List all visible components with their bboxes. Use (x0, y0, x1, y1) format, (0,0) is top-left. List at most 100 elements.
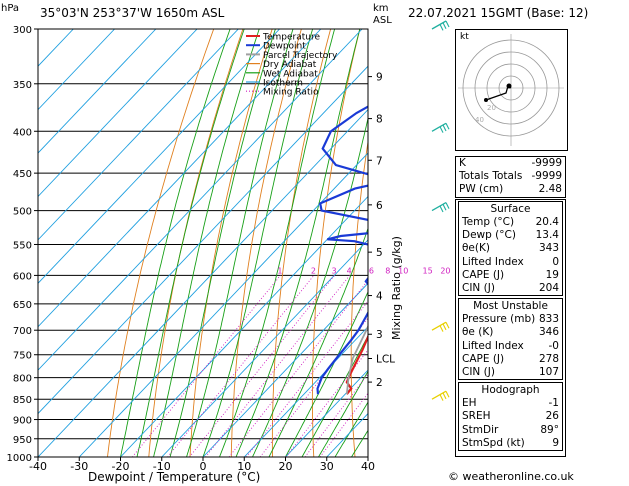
pressure-tick-label: 850 (13, 395, 32, 406)
wet-adiabat-line (318, 370, 368, 457)
table-row: Dewp (°C) 13.4 (459, 229, 562, 242)
height-tick-label: 3 (376, 329, 383, 341)
pressure-tick-label: 400 (13, 127, 32, 138)
isotherm-line (38, 29, 239, 241)
legend-entry: Temperature (262, 33, 320, 43)
wind-barb-flag (439, 126, 444, 133)
isotherm-line (285, 369, 368, 457)
wind-barb-staff (431, 321, 447, 331)
temperature-tick-label: 20 (279, 460, 293, 473)
isotherm-line (38, 108, 368, 457)
row-value: 107 (538, 366, 559, 379)
dry-adiabat-line (148, 29, 244, 457)
legend-entry: Isotherm (263, 79, 303, 89)
temperature-tick-label: 40 (361, 460, 375, 473)
pressure-tick-label: 750 (13, 351, 32, 362)
mixing-ratio-line (205, 275, 351, 457)
row-label: StmSpd (kt) (462, 436, 525, 449)
row-label: Lifted Index (462, 255, 524, 268)
legend-entry: Wet Adiabat (263, 69, 318, 79)
wind-barb-staff (431, 390, 447, 400)
table-row: CIN (J) 204 (459, 282, 562, 295)
wet-adiabat-line (252, 116, 368, 457)
datetime-title: 22.07.2021 15GMT (Base: 12) (408, 6, 589, 20)
most-unstable-section: Most Unstable Pressure (mb) 833 θe (K) 346 L… (458, 298, 563, 381)
row-value: 20.4 (535, 216, 559, 228)
legend-entry: Dewpoint (263, 42, 306, 52)
km-unit: km (373, 3, 389, 14)
row-label: θe (K) (462, 326, 494, 339)
table-row: Lifted Index -0 (459, 340, 562, 353)
dry-adiabat-line (592, 29, 629, 457)
wind-barb-flag (442, 22, 447, 29)
row-label: Pressure (mb) (462, 313, 536, 326)
wind-barb (431, 321, 450, 332)
isotherm-line (38, 29, 157, 154)
isotherm-line (120, 195, 368, 457)
height-unit-label: km ASL (373, 3, 392, 27)
isotherm-line (38, 29, 74, 67)
row-value: 13.4 (535, 229, 559, 242)
pressure-tick-label: 600 (13, 271, 32, 282)
row-label: Totals Totals (459, 170, 523, 183)
wet-adiabat-line (136, 29, 245, 457)
pressure-tick-label: 450 (13, 169, 32, 180)
temperature-tick-label: 30 (320, 460, 334, 473)
wind-barb (431, 202, 450, 213)
wind-barb-flag (442, 124, 447, 132)
row-value: -0 (548, 339, 559, 352)
row-label: Lifted Index (462, 339, 524, 352)
row-label: θe(K) (462, 242, 490, 255)
wind-barb (431, 390, 450, 401)
wind-barb (431, 122, 450, 133)
location-title: 35°03'N 253°37'W 1650m ASL (40, 6, 225, 20)
temperature-tick-label: -20 (112, 460, 130, 473)
mixing-ratio-label: 15 (423, 266, 433, 275)
row-value: -9999 (531, 170, 562, 183)
table-row: EH -1 (459, 397, 562, 410)
pressure-tick-label: 650 (13, 300, 32, 311)
legend-entry: Mixing Ratio (263, 88, 319, 98)
mixing-ratio-label: 2 (311, 266, 316, 275)
temperature-tick-label: -30 (70, 460, 88, 473)
isotherm-line (38, 29, 198, 198)
wet-adiabat-line (169, 29, 276, 457)
wet-adiabat-line (219, 29, 336, 457)
pressure-unit-label: hPa (1, 3, 20, 14)
row-value: 26 (545, 410, 559, 423)
height-tick-label: 2 (376, 377, 383, 389)
x-axis-label: Dewpoint / Temperature (°C) (88, 470, 261, 484)
mixing-ratio-line (228, 279, 368, 457)
mixing-ratio-label: 6 (369, 266, 374, 275)
row-value: 0 (552, 255, 559, 268)
mixing-ratio-label: 20 (440, 266, 450, 275)
wind-barb-flag (442, 323, 447, 331)
pressure-tick-label: 300 (13, 25, 32, 36)
height-tick-label: 8 (376, 114, 383, 126)
row-value: -9999 (531, 157, 562, 169)
pressure-tick-label: 550 (13, 240, 32, 251)
wet-adiabat-line (202, 29, 314, 457)
most-unstable-title: Most Unstable (473, 300, 548, 313)
isotherm-line (202, 282, 368, 457)
isotherm-line (243, 326, 368, 457)
wind-barb-staff (431, 122, 447, 132)
temperature-tick-label: 0 (200, 460, 207, 473)
row-label: CIN (J) (462, 282, 495, 295)
table-row: StmSpd (kt) 9 (459, 437, 562, 450)
row-label: StmDir (462, 423, 499, 436)
pressure-tick-label: 800 (13, 374, 32, 385)
isotherm-line (38, 29, 363, 371)
hodograph-unit: kt (460, 32, 469, 42)
storm-motion-marker (506, 83, 512, 89)
dry-adiabat-line (107, 29, 215, 457)
isotherm-line (78, 152, 368, 457)
wet-adiabat-line (120, 29, 231, 457)
table-row: StmDir 89° (459, 424, 562, 437)
wind-barb-flag (439, 24, 444, 31)
wind-barb-flag (445, 321, 450, 329)
height-tick-label: 7 (376, 155, 383, 167)
wind-barb-flag (445, 20, 450, 28)
table-row: CIN (J) 107 (459, 366, 562, 379)
